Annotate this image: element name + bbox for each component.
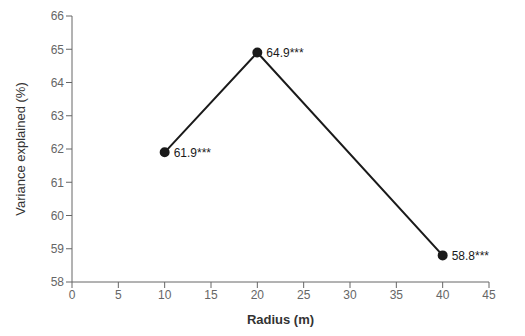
svg-text:63: 63 [51,109,65,123]
svg-text:5: 5 [115,288,122,302]
svg-text:10: 10 [158,288,172,302]
svg-text:40: 40 [436,288,450,302]
svg-text:66: 66 [51,9,65,23]
svg-text:20: 20 [251,288,265,302]
svg-text:61.9***: 61.9*** [174,146,212,160]
svg-text:64.9***: 64.9*** [266,46,304,60]
svg-text:62: 62 [51,142,65,156]
svg-text:30: 30 [343,288,357,302]
svg-text:58.8***: 58.8*** [452,249,490,263]
svg-text:15: 15 [204,288,218,302]
svg-text:0: 0 [69,288,76,302]
svg-text:65: 65 [51,43,65,57]
svg-text:61: 61 [51,176,65,190]
svg-text:Variance explained (%): Variance explained (%) [13,82,28,215]
svg-text:59: 59 [51,242,65,256]
svg-text:58: 58 [51,275,65,289]
svg-text:25: 25 [297,288,311,302]
svg-text:45: 45 [482,288,496,302]
svg-text:35: 35 [390,288,404,302]
svg-text:Radius (m): Radius (m) [247,312,314,327]
svg-text:64: 64 [51,76,65,90]
svg-text:60: 60 [51,209,65,223]
